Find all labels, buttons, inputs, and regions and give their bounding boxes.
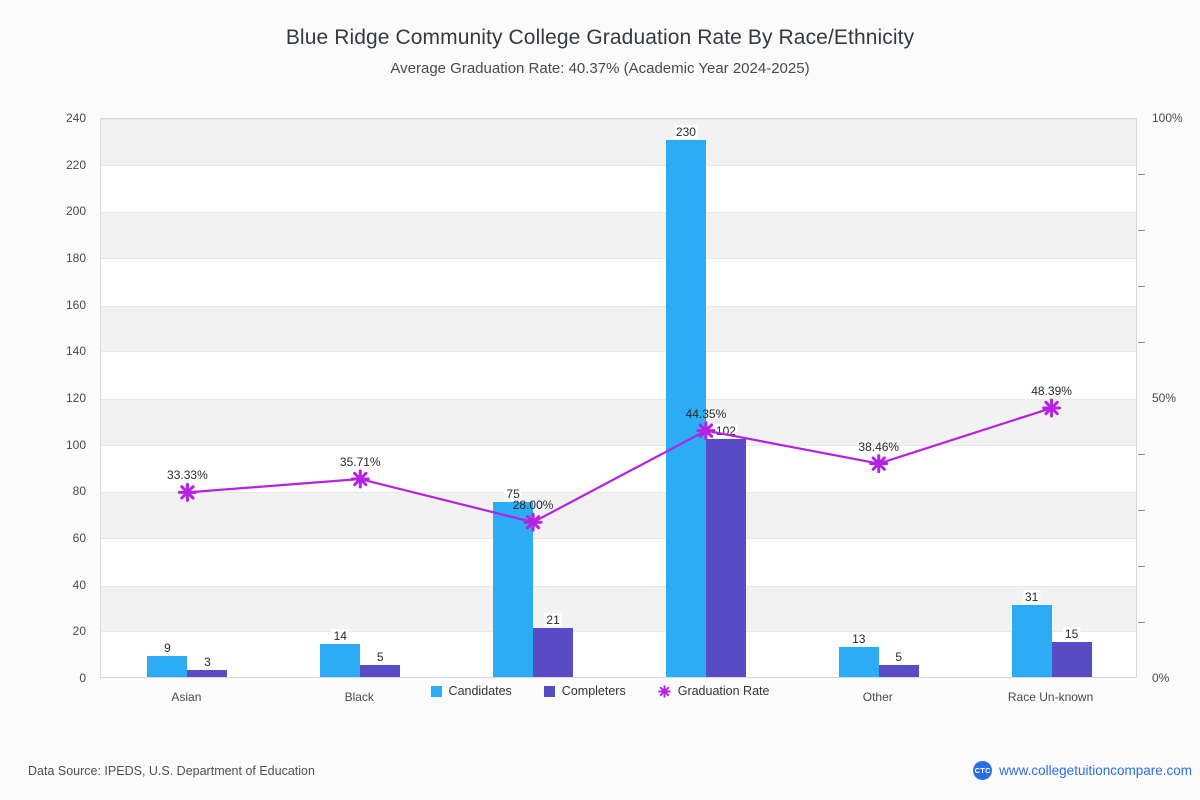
legend-item-label: Completers	[561, 684, 626, 698]
left-axis-tick-label: 120	[65, 391, 86, 405]
bar-completers[interactable]	[878, 665, 919, 677]
left-axis-tick-label: 0	[79, 671, 86, 685]
left-axis-tick-label: 40	[72, 577, 86, 592]
left-axis-tick-label: 240	[65, 111, 86, 125]
rate-value-label: 33.33%	[167, 468, 208, 483]
data-source-note: Data Source: IPEDS, U.S. Department of E…	[28, 764, 315, 778]
left-axis-tick-label: 80	[72, 484, 86, 499]
x-axis-tick-label: Asian	[171, 690, 202, 704]
bar-value-label: 5	[374, 650, 386, 665]
right-axis-tick-mark	[1138, 286, 1145, 287]
right-axis-tick-mark	[1138, 230, 1145, 231]
legend-square-icon	[430, 685, 442, 697]
bar-candidates[interactable]	[320, 644, 361, 677]
plot-area: 9 3 14 5 75 21 230 102 13 5 31 15 33.33% 35.71% 28.00…	[100, 118, 1137, 678]
bar-completers[interactable]	[705, 439, 746, 677]
right-axis-tick-mark	[1138, 454, 1145, 455]
site-attribution[interactable]: CTC www.collegetuitioncompare.com	[973, 761, 1192, 780]
right-axis-tick-mark	[1138, 342, 1145, 343]
left-axis-tick-label: 20	[72, 624, 86, 639]
left-axis-tick-label: 200	[65, 204, 86, 219]
bar-value-label: 5	[893, 650, 905, 665]
grid-band	[101, 119, 1136, 166]
legend-star-icon	[657, 684, 671, 698]
legend-item-candidates[interactable]: Candidates	[427, 683, 515, 699]
grid-band	[101, 585, 1136, 633]
right-axis-tick-mark	[1138, 566, 1145, 567]
bar-completers[interactable]	[533, 628, 574, 677]
left-axis-tick-label: 180	[65, 251, 86, 265]
legend-item-label: Candidates	[448, 684, 512, 698]
left-axis-tick-label: 100	[65, 437, 86, 452]
x-axis-tick-label: Black	[344, 690, 374, 704]
bar-candidates[interactable]	[1011, 604, 1052, 677]
bar-candidates[interactable]	[493, 502, 534, 677]
chart-subtitle: Average Graduation Rate: 40.37% (Academi…	[390, 60, 810, 77]
legend-item-label: Graduation Rate	[677, 684, 770, 698]
rate-value-label: 48.39%	[1031, 384, 1072, 399]
page-title: Blue Ridge Community College Graduation …	[285, 26, 915, 49]
bar-value-label: 9	[162, 641, 173, 655]
ctc-logo-icon: CTC	[973, 761, 993, 780]
site-url[interactable]: www.collegetuitioncompare.com	[999, 763, 1192, 778]
bar-completers[interactable]	[1051, 642, 1092, 677]
rate-value-label: 44.35%	[685, 406, 727, 421]
bar-value-label: 3	[202, 655, 213, 669]
grid-band	[101, 212, 1136, 259]
grid-band	[101, 305, 1136, 353]
bar-value-label: 14	[331, 629, 349, 644]
legend-square-icon	[543, 685, 555, 697]
rate-value-label: 38.46%	[858, 439, 900, 454]
right-axis-tick-mark	[1138, 174, 1145, 175]
bar-candidates[interactable]	[147, 656, 188, 677]
x-axis-tick-label: Race Un-known	[1007, 690, 1094, 704]
x-axis-tick-label: Other	[862, 690, 893, 704]
right-axis-tick-label: 0%	[1152, 671, 1170, 685]
bar-value-label: 21	[544, 613, 562, 627]
rate-value-label: 28.00%	[512, 498, 554, 513]
bar-value-label: 13	[850, 631, 868, 646]
bar-value-label: 15	[1062, 627, 1081, 641]
rate-value-label: 35.71%	[339, 455, 381, 470]
rate-star-marker[interactable]	[869, 454, 889, 474]
grid-band	[101, 399, 1136, 446]
rate-star-marker[interactable]	[350, 469, 370, 489]
bar-value-label: 102	[713, 424, 738, 438]
right-axis-tick-label: 50%	[1152, 391, 1177, 405]
right-axis-tick-label: 100%	[1152, 111, 1183, 125]
bar-completers[interactable]	[187, 670, 228, 677]
grid-band	[101, 492, 1136, 539]
bar-candidates[interactable]	[838, 646, 879, 677]
left-axis-tick-label: 60	[72, 531, 86, 545]
bar-value-label: 31	[1022, 589, 1041, 604]
left-axis-tick-label: 220	[65, 157, 86, 172]
bar-value-label: 230	[673, 125, 698, 140]
legend-item-completers[interactable]: Completers	[540, 683, 629, 699]
right-axis-tick-mark	[1138, 510, 1145, 511]
bar-completers[interactable]	[360, 665, 401, 677]
right-axis-tick-mark	[1138, 622, 1145, 623]
left-axis-tick-label: 160	[65, 297, 86, 312]
left-axis-tick-label: 140	[65, 344, 86, 359]
legend-item-graduation-rate[interactable]: Graduation Rate	[654, 683, 773, 699]
